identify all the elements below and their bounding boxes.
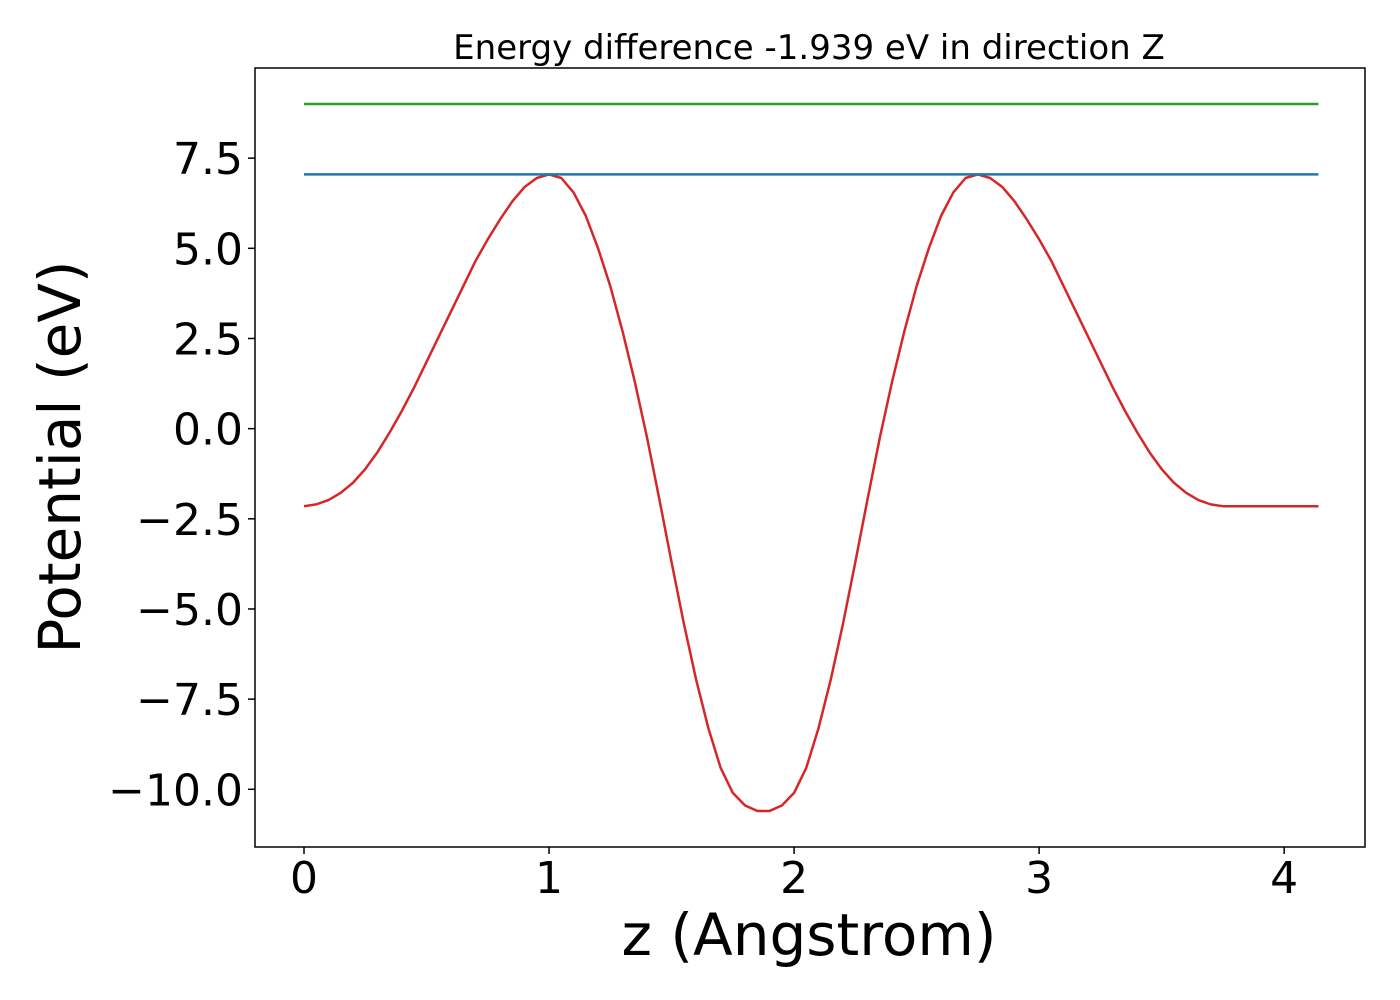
y-tick-label: −2.5 [136, 495, 243, 546]
y-axis-ticks: −10.0 −7.5 −5.0 −2.5 0.0 2.5 5.0 7.5 [108, 134, 255, 816]
x-tick-label: 4 [1270, 853, 1298, 904]
y-tick-label: 0.0 [173, 405, 243, 456]
plot-frame [254, 67, 1366, 848]
y-tick-label: 2.5 [173, 314, 243, 365]
y-tick-label: −7.5 [136, 675, 243, 726]
x-axis-label: z (Angstrom) [622, 901, 997, 969]
x-tick-label: 0 [290, 853, 318, 904]
chart-title: Energy difference -1.939 eV in direction… [453, 28, 1165, 68]
plot-series [303, 102, 1319, 813]
x-tick-label: 1 [535, 853, 563, 904]
y-tick-label: −10.0 [108, 765, 243, 816]
y-tick-label: 5.0 [173, 224, 243, 275]
x-axis-ticks: 0 1 2 3 4 [290, 847, 1298, 904]
y-axis-label: Potential (eV) [26, 260, 94, 653]
x-tick-label: 2 [780, 853, 808, 904]
x-tick-label: 3 [1025, 853, 1053, 904]
series-line-0 [303, 173, 1319, 813]
y-tick-label: 7.5 [173, 134, 243, 185]
y-tick-label: −5.0 [136, 585, 243, 636]
